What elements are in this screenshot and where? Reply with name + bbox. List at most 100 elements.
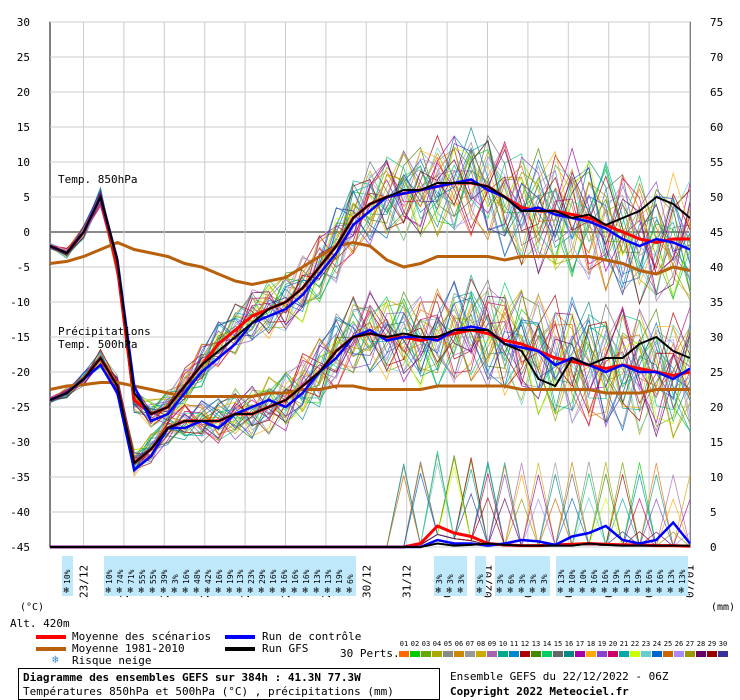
snow-badge-label: 16% (302, 569, 311, 584)
clim-swatch (36, 647, 66, 651)
pert-swatch (597, 651, 607, 657)
series-line (49, 329, 691, 465)
snowflake-icon: ❄ (237, 586, 243, 596)
ctrl-swatch (225, 635, 255, 639)
right-tick-label: 50 (710, 191, 723, 204)
snow-risk-badges: 10%❄10%❄74%❄71%❄55%❄55%❄39%❄3%❄16%❄48%❄4… (62, 556, 688, 596)
snow-badge (115, 556, 126, 596)
plot-frame (49, 21, 691, 548)
snow-badge (539, 556, 550, 596)
snowflake-icon: ❄ (624, 586, 630, 596)
pert-label: 14 (542, 640, 552, 648)
snow-badge (62, 556, 73, 596)
right-tick-label: 60 (710, 121, 723, 134)
snow-badge (633, 556, 644, 596)
snowflake-icon: ❄ (303, 586, 309, 596)
snow-badge (214, 556, 225, 596)
pert-label: 05 (443, 640, 453, 648)
snowflake-icon: ❄ (270, 586, 276, 596)
snow-badge (148, 556, 159, 596)
snowflake-icon: ❄ (668, 586, 674, 596)
snow-badge-label: 13% (324, 569, 333, 584)
left-tick-label: -10 (10, 296, 30, 309)
snow-badge (556, 556, 567, 596)
snow-badge-label: 71% (127, 569, 136, 584)
snow-badge-label: 10% (579, 569, 588, 584)
snowflake-icon: ❄ (657, 586, 663, 596)
main-series (49, 178, 691, 549)
pert-label: 30 (718, 640, 728, 648)
pert-label: 25 (663, 640, 673, 648)
pert-label: 19 (597, 640, 607, 648)
pert-swatch (443, 651, 453, 657)
snow-badge-label: 3% (518, 574, 527, 584)
pert-label: 13 (531, 640, 541, 648)
pert-label: 11 (509, 640, 519, 648)
pert-swatch (674, 651, 684, 657)
snowflake-icon: ❄ (281, 586, 287, 596)
right-tick-label: 30 (710, 331, 723, 344)
pert-swatch (696, 651, 706, 657)
snow-badge-label: 13% (667, 569, 676, 584)
snow-badge (257, 556, 268, 596)
snow-badge-label: 48% (193, 569, 202, 584)
snowflake-icon: ❄ (128, 586, 134, 596)
snow-badge-label: 10% (568, 569, 577, 584)
series-precip-line (50, 542, 690, 548)
pert-label: 21 (619, 640, 629, 648)
snowflake-icon: ❄ (679, 586, 685, 596)
snow-badge-label: 13% (313, 569, 322, 584)
snow-badge-label: 16% (645, 569, 654, 584)
pert-swatch (421, 651, 431, 657)
run-info: Ensemble GEFS du 22/12/2022 - 06Z (450, 670, 669, 683)
pert-swatch (718, 651, 728, 657)
snowflake-icon: ❄ (106, 586, 112, 596)
snowflake-icon: ❄ (569, 586, 575, 596)
pert-label: 01 (399, 640, 409, 648)
snowflake-icon: ❄ (216, 586, 222, 596)
series-line (49, 240, 691, 287)
snow-badge-label: 3% (457, 574, 466, 584)
left-tick-label: -45 (10, 541, 30, 554)
snowflake-icon: ❄ (161, 586, 167, 596)
left-tick-label: -35 (10, 471, 30, 484)
snowflake-icon: ❄ (52, 653, 59, 666)
right-tick-label: 0 (710, 541, 717, 554)
snow-badge (644, 556, 655, 596)
snow-badge-label: 10% (63, 569, 72, 584)
pert-swatch (641, 651, 651, 657)
right-tick-label: 25 (710, 366, 723, 379)
snow-badge (445, 556, 456, 596)
snow-badge-label: 16% (215, 569, 224, 584)
snow-badge-label: 16% (601, 569, 610, 584)
snowflake-icon: ❄ (172, 586, 178, 596)
right-unit-label: (mm) (711, 602, 735, 613)
snow-badge-label: 39% (160, 569, 169, 584)
left-tick-label: 0 (23, 226, 30, 239)
left-axis-ticks: 30 25 20 15 10 5 0 -5 -10 -15 -20 -25 -30 -35 -40 -45 (10, 16, 30, 554)
pert-swatch (652, 651, 662, 657)
series-line (49, 178, 691, 423)
snow-badge (181, 556, 192, 596)
pert-swatch (575, 651, 585, 657)
snowflake-icon: ❄ (436, 586, 442, 596)
left-tick-label: 30 (17, 16, 30, 29)
pert-swatch (509, 651, 519, 657)
snowflake-icon: ❄ (646, 586, 652, 596)
right-tick-label: 20 (710, 401, 723, 414)
snow-badge (192, 556, 203, 596)
left-tick-label: -20 (10, 366, 30, 379)
right-tick-label: 5 (710, 506, 717, 519)
right-tick-label: 10 (710, 471, 723, 484)
snow-badge-label: 3% (171, 574, 180, 584)
pert-swatch (476, 651, 486, 657)
snowflake-icon: ❄ (519, 586, 525, 596)
snow-badge-label: 10% (105, 569, 114, 584)
snow-badge-label: 16% (182, 569, 191, 584)
left-unit-label: (°C) (20, 602, 44, 613)
snow-badge (506, 556, 517, 596)
snowflake-icon: ❄ (314, 586, 320, 596)
